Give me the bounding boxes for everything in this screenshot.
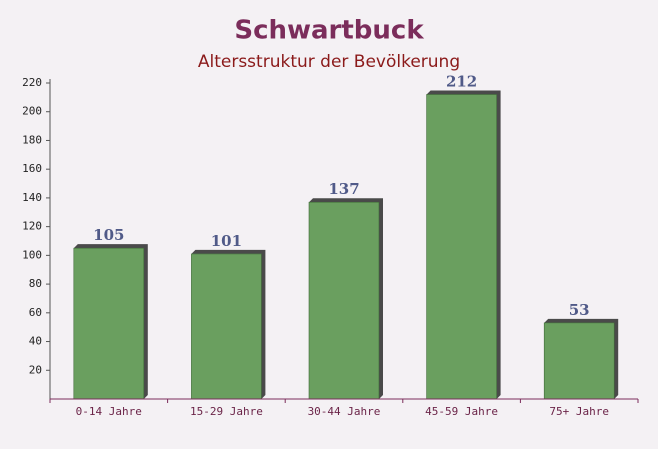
y-tick-label: 40 [29, 335, 42, 348]
y-tick-label: 140 [22, 191, 42, 204]
value-label: 137 [328, 180, 359, 198]
bar [543, 322, 615, 400]
y-tick-label: 60 [29, 306, 42, 319]
chart-subtitle: Altersstruktur der Bevölkerung [198, 52, 460, 72]
bar [73, 247, 145, 400]
y-tick-label: 20 [29, 363, 42, 376]
x-tick-label: 75+ Jahre [549, 405, 609, 418]
x-tick-label: 15-29 Jahre [190, 405, 263, 418]
y-tick-label: 200 [22, 105, 42, 118]
y-tick-label: 220 [22, 76, 42, 89]
y-tick-label: 120 [22, 220, 42, 233]
bar [308, 201, 380, 400]
value-label: 101 [211, 232, 242, 250]
chart-title: Schwartbuck [234, 16, 424, 46]
value-label: 53 [569, 301, 590, 319]
y-tick-label: 80 [29, 277, 42, 290]
x-tick-label: 30-44 Jahre [308, 405, 381, 418]
y-tick-label: 180 [22, 133, 42, 146]
y-tick-label: 100 [22, 248, 42, 261]
bar [426, 94, 497, 400]
bar [191, 253, 262, 400]
y-tick-label: 160 [22, 162, 42, 175]
value-label: 105 [93, 226, 124, 244]
x-tick-label: 0-14 Jahre [76, 405, 142, 418]
value-label: 212 [446, 72, 477, 90]
x-tick-label: 45-59 Jahre [425, 405, 498, 418]
